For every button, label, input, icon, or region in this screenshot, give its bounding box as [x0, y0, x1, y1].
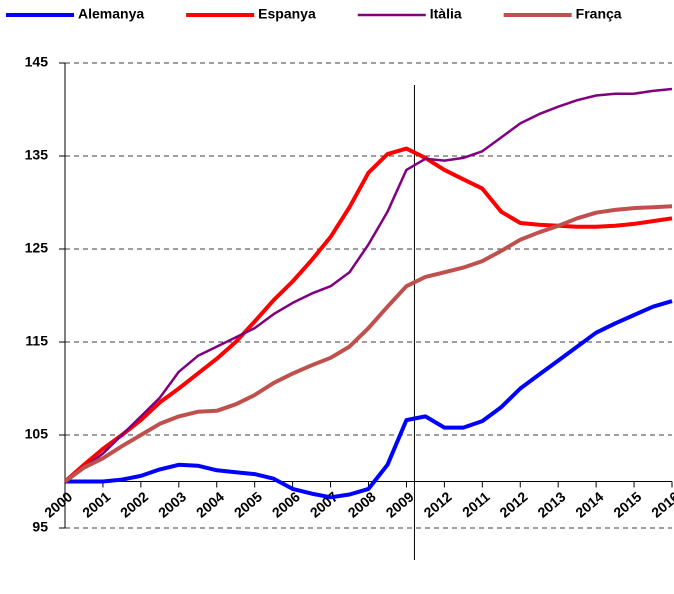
x-tick-label: 2013	[534, 488, 568, 520]
x-tick-label: 2002	[117, 488, 151, 520]
series-line	[63, 146, 673, 484]
y-tick-label: 105	[25, 426, 49, 442]
y-tick-label: 145	[25, 54, 49, 70]
x-tick-label: 2011	[459, 488, 493, 520]
legend-label: Alemanya	[78, 6, 144, 22]
y-tick-label: 95	[32, 519, 48, 535]
x-tick-label: 2003	[155, 488, 189, 520]
x-tick-label: 2016	[648, 488, 674, 520]
legend-label: França	[576, 6, 622, 22]
x-tick-label: 2006	[269, 488, 303, 520]
x-tick-label: 2009	[383, 488, 417, 520]
y-tick-label: 135	[25, 147, 49, 163]
series-line	[65, 299, 673, 500]
series-line	[63, 204, 673, 484]
x-tick-label: 2005	[231, 488, 265, 520]
x-tick-label: 2000	[41, 488, 75, 520]
x-tick-label: 2001	[79, 488, 113, 520]
x-tick-label: 2015	[610, 488, 644, 520]
x-tick-label: 2012	[421, 488, 455, 520]
legend-label: Itàlia	[430, 6, 462, 22]
x-tick-label: 2014	[572, 488, 606, 520]
x-tick-label: 2004	[193, 488, 227, 520]
y-tick-label: 125	[25, 240, 49, 256]
series-line	[64, 87, 673, 483]
x-tick-label: 2012	[496, 488, 530, 520]
y-tick-label: 115	[25, 333, 48, 349]
legend-label: Espanya	[258, 6, 316, 22]
